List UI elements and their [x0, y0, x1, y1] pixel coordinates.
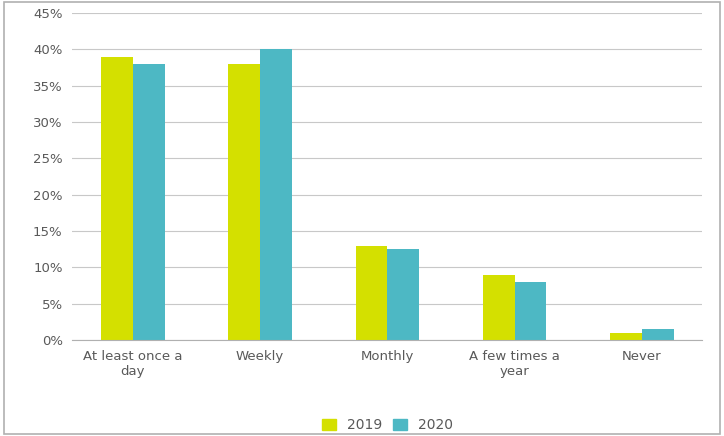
Bar [228, 64, 260, 340]
Bar [515, 282, 547, 340]
Legend: 2019, 2020: 2019, 2020 [316, 412, 458, 436]
Bar [483, 275, 515, 340]
Bar [101, 57, 132, 340]
Bar [355, 245, 387, 340]
Bar [642, 329, 673, 340]
Bar [132, 64, 164, 340]
Bar [387, 249, 419, 340]
Bar [260, 49, 292, 340]
Bar [610, 333, 642, 340]
